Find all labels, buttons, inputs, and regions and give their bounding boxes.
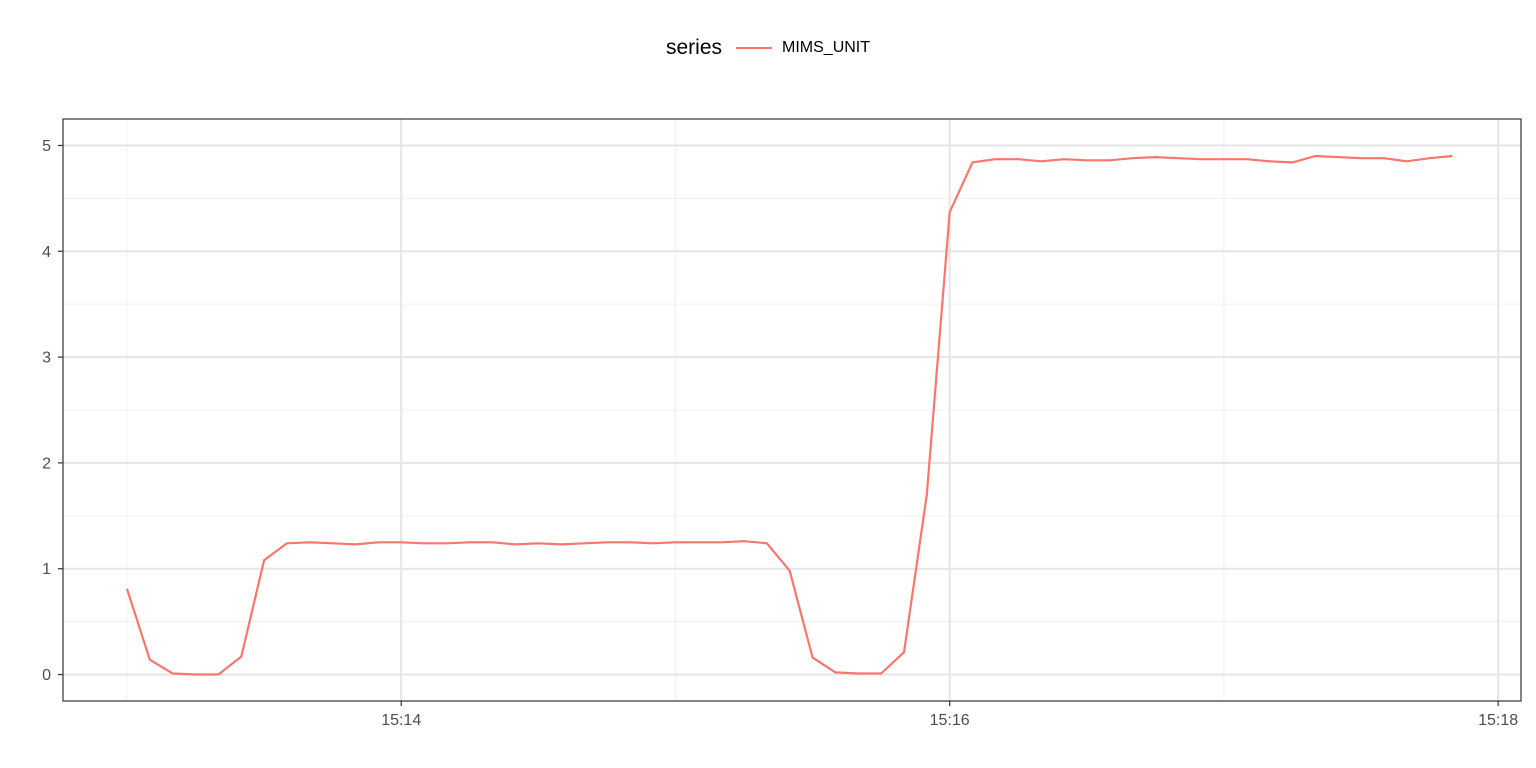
x-tick-label: 15:14: [381, 712, 421, 729]
plot-border: [62, 118, 1522, 702]
legend-title: series: [665, 36, 723, 59]
legend-label: MIMS_UNIT: [782, 39, 871, 56]
legend-item: MIMS_UNIT: [736, 39, 870, 57]
y-tick-label: 4: [42, 244, 51, 261]
y-tick-label: 2: [42, 455, 51, 472]
x-tick-label: 15:18: [1478, 712, 1518, 729]
y-tick-label: 1: [42, 561, 51, 578]
legend: series MIMS_UNIT: [0, 36, 1536, 60]
y-tick-label: 3: [42, 350, 51, 367]
y-tick-label: 5: [42, 138, 51, 155]
series-line-mims_unit: [125, 154, 1453, 676]
x-tick-label: 15:16: [930, 712, 970, 729]
legend-key-line: [736, 47, 773, 49]
y-tick-label: 0: [42, 667, 51, 684]
